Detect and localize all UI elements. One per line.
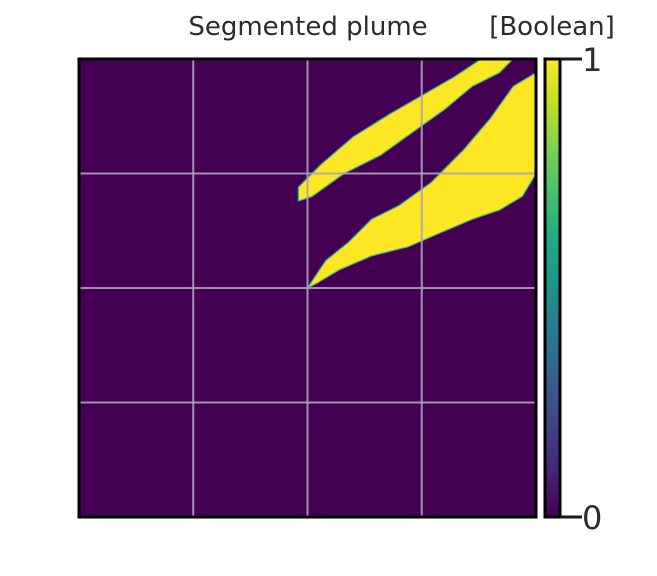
plot-frame bbox=[77, 57, 538, 519]
colorbar-frame bbox=[543, 57, 562, 519]
plume-region-1 bbox=[297, 59, 514, 202]
colorbar: 01 bbox=[543, 41, 602, 537]
chart-title: Segmented plume bbox=[188, 12, 427, 42]
plot-area bbox=[77, 57, 538, 519]
plume-region-2 bbox=[305, 71, 536, 290]
colorbar-tick-label: 1 bbox=[582, 41, 602, 79]
plume-layer bbox=[297, 59, 536, 290]
colorbar-label: [Boolean] bbox=[489, 12, 615, 42]
colorbar-tick-label: 0 bbox=[582, 499, 602, 537]
colorbar-gradient bbox=[545, 59, 560, 517]
